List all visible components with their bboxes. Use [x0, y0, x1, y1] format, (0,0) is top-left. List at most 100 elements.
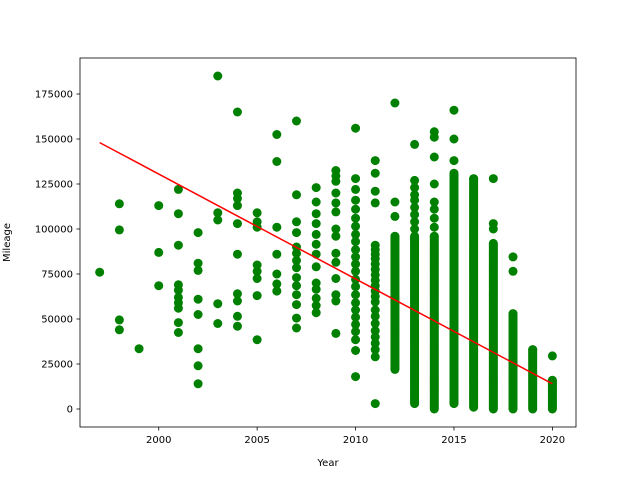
regression-line — [99, 141, 553, 385]
data-point — [331, 248, 341, 258]
data-point — [449, 168, 459, 178]
data-point — [311, 229, 321, 239]
data-point — [410, 183, 420, 193]
data-point — [370, 305, 380, 315]
data-point — [410, 202, 420, 212]
data-point — [351, 174, 361, 184]
y-axis-label: Mileage — [2, 223, 13, 262]
data-point — [351, 327, 361, 337]
data-point — [232, 193, 242, 203]
x-tick-label: 2010 — [343, 435, 368, 446]
data-point — [232, 249, 242, 259]
data-point — [351, 252, 361, 262]
data-point — [193, 228, 203, 238]
data-point — [370, 168, 380, 178]
data-point — [272, 157, 282, 166]
data-point — [252, 274, 262, 283]
data-point — [252, 266, 262, 276]
data-point — [429, 197, 439, 207]
data-point — [232, 311, 242, 321]
data-point — [173, 328, 183, 337]
data-point — [232, 107, 242, 117]
data-point — [351, 319, 361, 329]
data-point — [292, 116, 302, 126]
data-point — [292, 290, 302, 300]
data-point — [351, 335, 361, 345]
data-point — [114, 225, 124, 235]
y-tick-label: 75000 — [41, 270, 73, 281]
x-tick-label: 2015 — [441, 435, 466, 446]
data-point — [370, 319, 380, 328]
y-tick-label: 175000 — [35, 90, 73, 101]
data-point — [351, 259, 361, 269]
data-point — [351, 123, 361, 133]
data-point — [193, 265, 203, 275]
data-point — [390, 197, 400, 207]
data-point — [410, 224, 420, 234]
data-point — [331, 224, 341, 234]
data-point — [370, 297, 380, 307]
data-point — [390, 98, 400, 108]
data-point — [292, 217, 302, 227]
data-point — [173, 209, 183, 219]
data-point — [370, 156, 380, 166]
x-axis-ticks: 2000 2005 2010 2015 2020 — [146, 427, 565, 446]
scatter-points — [95, 71, 557, 414]
data-point — [292, 323, 302, 333]
data-point — [272, 249, 282, 259]
data-point — [114, 325, 124, 335]
data-point — [351, 204, 361, 214]
data-point — [351, 237, 361, 247]
data-point — [292, 300, 302, 310]
x-tick-label: 2005 — [244, 435, 269, 446]
data-point — [292, 263, 302, 273]
data-point — [429, 231, 439, 241]
data-point — [173, 303, 183, 313]
data-point — [508, 266, 518, 276]
data-point — [449, 156, 459, 166]
data-point — [331, 257, 341, 267]
data-point — [311, 219, 321, 229]
data-point — [311, 209, 321, 219]
data-point — [292, 313, 302, 323]
data-point — [252, 208, 262, 218]
data-point — [351, 312, 361, 322]
data-point — [193, 258, 203, 268]
y-tick-label: 50000 — [41, 315, 73, 326]
data-point — [488, 174, 498, 184]
data-point — [351, 305, 361, 315]
data-point — [311, 308, 321, 318]
data-point — [351, 195, 361, 205]
regression-line-path — [99, 141, 553, 385]
data-point — [154, 201, 164, 211]
x-tick-label: 2000 — [146, 435, 171, 446]
data-point — [449, 105, 459, 115]
data-point — [331, 198, 341, 208]
data-point — [232, 321, 242, 331]
data-point — [272, 279, 282, 289]
data-point — [488, 238, 498, 248]
data-point — [213, 71, 223, 81]
data-point — [488, 224, 498, 234]
data-point — [351, 266, 361, 276]
data-point — [114, 199, 124, 209]
data-point — [193, 310, 203, 319]
data-point — [410, 175, 420, 185]
data-point — [370, 311, 380, 321]
data-point — [351, 229, 361, 239]
data-point — [390, 211, 400, 221]
y-axis-ticks: 0 25000 50000 75000 100000 125000 150000 175000 — [35, 90, 80, 416]
data-point — [429, 132, 439, 142]
data-point — [292, 281, 302, 291]
data-point — [311, 293, 321, 303]
data-point — [351, 372, 361, 382]
data-point — [311, 284, 321, 294]
data-point — [429, 222, 439, 232]
data-point — [429, 152, 439, 162]
data-point — [272, 130, 282, 139]
data-point — [331, 328, 341, 338]
y-tick-label: 100000 — [35, 225, 73, 236]
data-point — [410, 139, 420, 149]
data-point — [213, 299, 223, 309]
y-tick-label: 150000 — [35, 135, 73, 146]
